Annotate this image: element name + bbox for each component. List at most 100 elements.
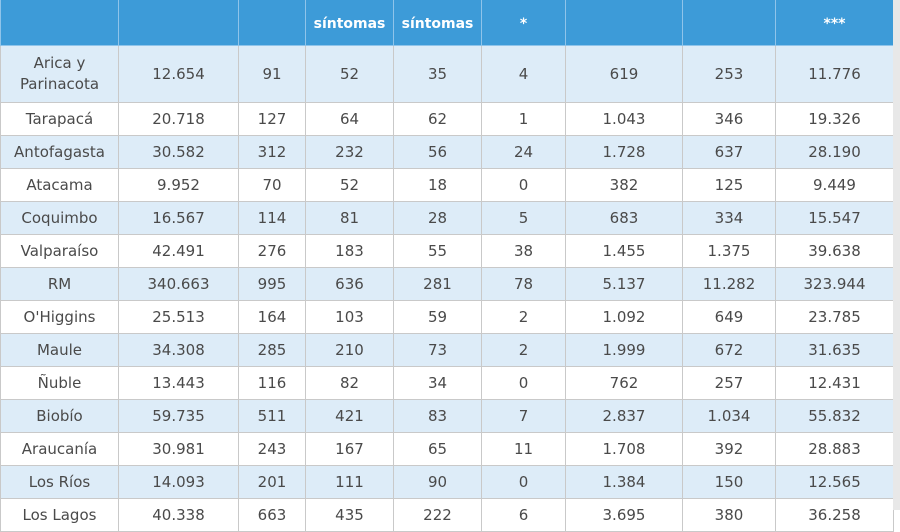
value-cell: 1.455 xyxy=(565,234,683,268)
region-cell: Araucanía xyxy=(0,432,119,466)
value-cell: 13.443 xyxy=(118,366,239,400)
value-cell: 19.326 xyxy=(775,102,894,136)
value-cell: 24 xyxy=(481,135,566,169)
value-cell: 243 xyxy=(238,432,306,466)
value-cell: 73 xyxy=(393,333,482,367)
value-cell: 90 xyxy=(393,465,482,499)
value-cell: 38 xyxy=(481,234,566,268)
scrollbar xyxy=(893,0,900,510)
value-cell: 380 xyxy=(682,498,776,532)
value-cell: 91 xyxy=(238,45,306,103)
value-cell: 346 xyxy=(682,102,776,136)
value-cell: 55.832 xyxy=(775,399,894,433)
value-cell: 1.708 xyxy=(565,432,683,466)
value-cell: 0 xyxy=(481,366,566,400)
value-cell: 9.449 xyxy=(775,168,894,202)
value-cell: 183 xyxy=(305,234,394,268)
value-cell: 30.981 xyxy=(118,432,239,466)
region-cell: Arica y Parinacota xyxy=(0,45,119,103)
table-row: Valparaíso 42.491 276 183 55 38 1.455 1.375 39.6… xyxy=(0,234,894,268)
header-cell xyxy=(118,0,239,46)
value-cell: 392 xyxy=(682,432,776,466)
value-cell: 125 xyxy=(682,168,776,202)
value-cell: 30.582 xyxy=(118,135,239,169)
value-cell: 285 xyxy=(238,333,306,367)
value-cell: 28 xyxy=(393,201,482,235)
region-cell: Ñuble xyxy=(0,366,119,400)
value-cell: 116 xyxy=(238,366,306,400)
value-cell: 12.565 xyxy=(775,465,894,499)
value-cell: 114 xyxy=(238,201,306,235)
value-cell: 2 xyxy=(481,333,566,367)
value-cell: 62 xyxy=(393,102,482,136)
value-cell: 52 xyxy=(305,168,394,202)
value-cell: 9.952 xyxy=(118,168,239,202)
value-cell: 56 xyxy=(393,135,482,169)
value-cell: 59.735 xyxy=(118,399,239,433)
value-cell: 637 xyxy=(682,135,776,169)
value-cell: 11.282 xyxy=(682,267,776,301)
value-cell: 0 xyxy=(481,168,566,202)
value-cell: 6 xyxy=(481,498,566,532)
value-cell: 2.837 xyxy=(565,399,683,433)
value-cell: 23.785 xyxy=(775,300,894,334)
value-cell: 7 xyxy=(481,399,566,433)
table-row: Coquimbo 16.567 114 81 28 5 683 334 15.547 xyxy=(0,201,894,235)
value-cell: 11 xyxy=(481,432,566,466)
value-cell: 103 xyxy=(305,300,394,334)
region-cell: Los Ríos xyxy=(0,465,119,499)
region-cell: Los Lagos xyxy=(0,498,119,532)
region-cell: Atacama xyxy=(0,168,119,202)
value-cell: 127 xyxy=(238,102,306,136)
value-cell: 111 xyxy=(305,465,394,499)
region-cell: Valparaíso xyxy=(0,234,119,268)
value-cell: 150 xyxy=(682,465,776,499)
value-cell: 55 xyxy=(393,234,482,268)
table-body: Arica y Parinacota 12.654 91 52 35 4 619 253 11.… xyxy=(0,45,894,532)
value-cell: 28.883 xyxy=(775,432,894,466)
table-row: O'Higgins 25.513 164 103 59 2 1.092 649 23.785 xyxy=(0,300,894,334)
value-cell: 65 xyxy=(393,432,482,466)
value-cell: 11.776 xyxy=(775,45,894,103)
value-cell: 1.043 xyxy=(565,102,683,136)
value-cell: 201 xyxy=(238,465,306,499)
value-cell: 1.728 xyxy=(565,135,683,169)
value-cell: 619 xyxy=(565,45,683,103)
table-row: Antofagasta 30.582 312 232 56 24 1.728 637 28.19… xyxy=(0,135,894,169)
table-row: Ñuble 13.443 116 82 34 0 762 257 12.431 xyxy=(0,366,894,400)
value-cell: 52 xyxy=(305,45,394,103)
value-cell: 31.635 xyxy=(775,333,894,367)
value-cell: 167 xyxy=(305,432,394,466)
table-row: Biobío 59.735 511 421 83 7 2.837 1.034 55.832 xyxy=(0,399,894,433)
value-cell: 672 xyxy=(682,333,776,367)
value-cell: 340.663 xyxy=(118,267,239,301)
value-cell: 323.944 xyxy=(775,267,894,301)
header-cell xyxy=(565,0,683,46)
value-cell: 312 xyxy=(238,135,306,169)
value-cell: 995 xyxy=(238,267,306,301)
value-cell: 382 xyxy=(565,168,683,202)
value-cell: 64 xyxy=(305,102,394,136)
value-cell: 253 xyxy=(682,45,776,103)
value-cell: 421 xyxy=(305,399,394,433)
header-cell xyxy=(682,0,776,46)
header-cell: * xyxy=(481,0,566,46)
table-row: Atacama 9.952 70 52 18 0 382 125 9.449 xyxy=(0,168,894,202)
value-cell: 12.654 xyxy=(118,45,239,103)
value-cell: 762 xyxy=(565,366,683,400)
value-cell: 1.384 xyxy=(565,465,683,499)
value-cell: 1.999 xyxy=(565,333,683,367)
region-cell: Tarapacá xyxy=(0,102,119,136)
value-cell: 18 xyxy=(393,168,482,202)
value-cell: 81 xyxy=(305,201,394,235)
value-cell: 1.034 xyxy=(682,399,776,433)
value-cell: 1.092 xyxy=(565,300,683,334)
table-row: Tarapacá 20.718 127 64 62 1 1.043 346 19.326 xyxy=(0,102,894,136)
region-cell: Antofagasta xyxy=(0,135,119,169)
value-cell: 34.308 xyxy=(118,333,239,367)
value-cell: 683 xyxy=(565,201,683,235)
value-cell: 25.513 xyxy=(118,300,239,334)
table-row: Arica y Parinacota 12.654 91 52 35 4 619 253 11.… xyxy=(0,45,894,103)
